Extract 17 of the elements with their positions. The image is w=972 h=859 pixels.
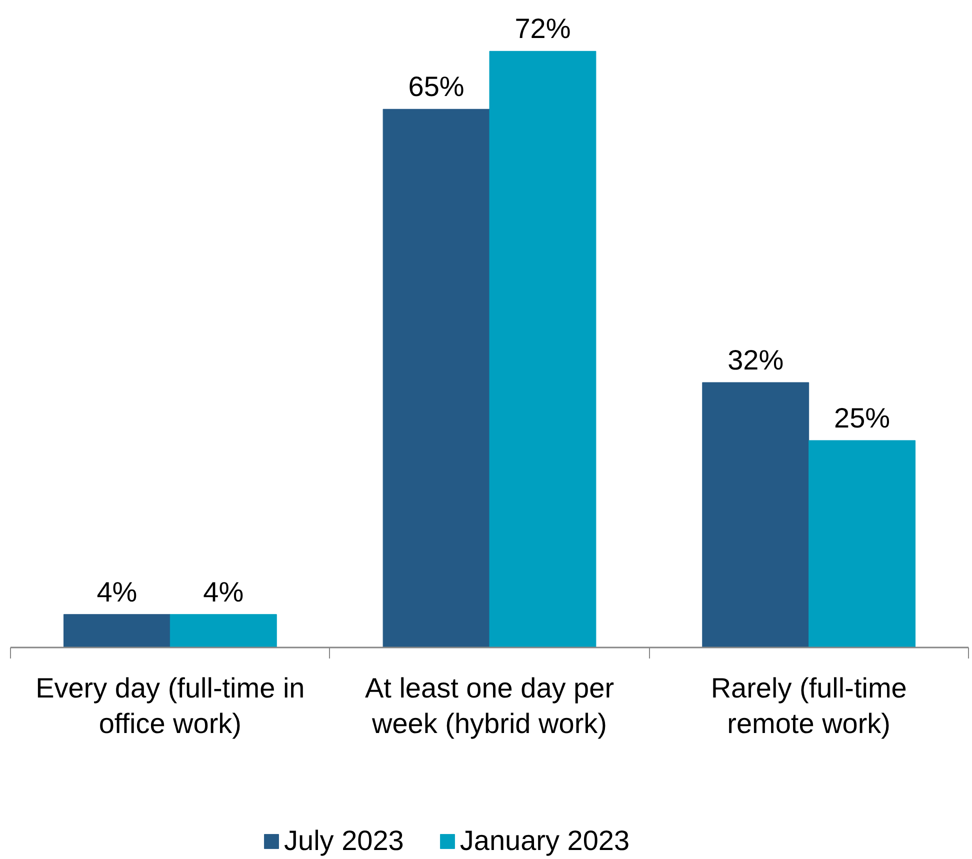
data-label: 25% [834,402,890,434]
bar [489,50,596,648]
data-label: 4% [96,576,138,608]
data-label: 4% [203,576,244,608]
data-label: 32% [728,344,784,376]
bar [382,108,490,648]
data-label: 72% [514,13,571,44]
bar [63,614,170,648]
x-tick-label: Rarely (full-time remote work) [710,672,907,740]
bar [702,382,810,648]
x-tick-label: Every day (full-time in office work) [36,672,305,740]
bar [170,614,277,648]
x-tick-label: At least one day per week (hybrid work) [364,672,614,740]
legend-label: January 2023 [460,825,630,857]
legend-label: July 2023 [284,825,404,857]
bar [808,440,916,648]
data-label: 65% [408,71,464,102]
